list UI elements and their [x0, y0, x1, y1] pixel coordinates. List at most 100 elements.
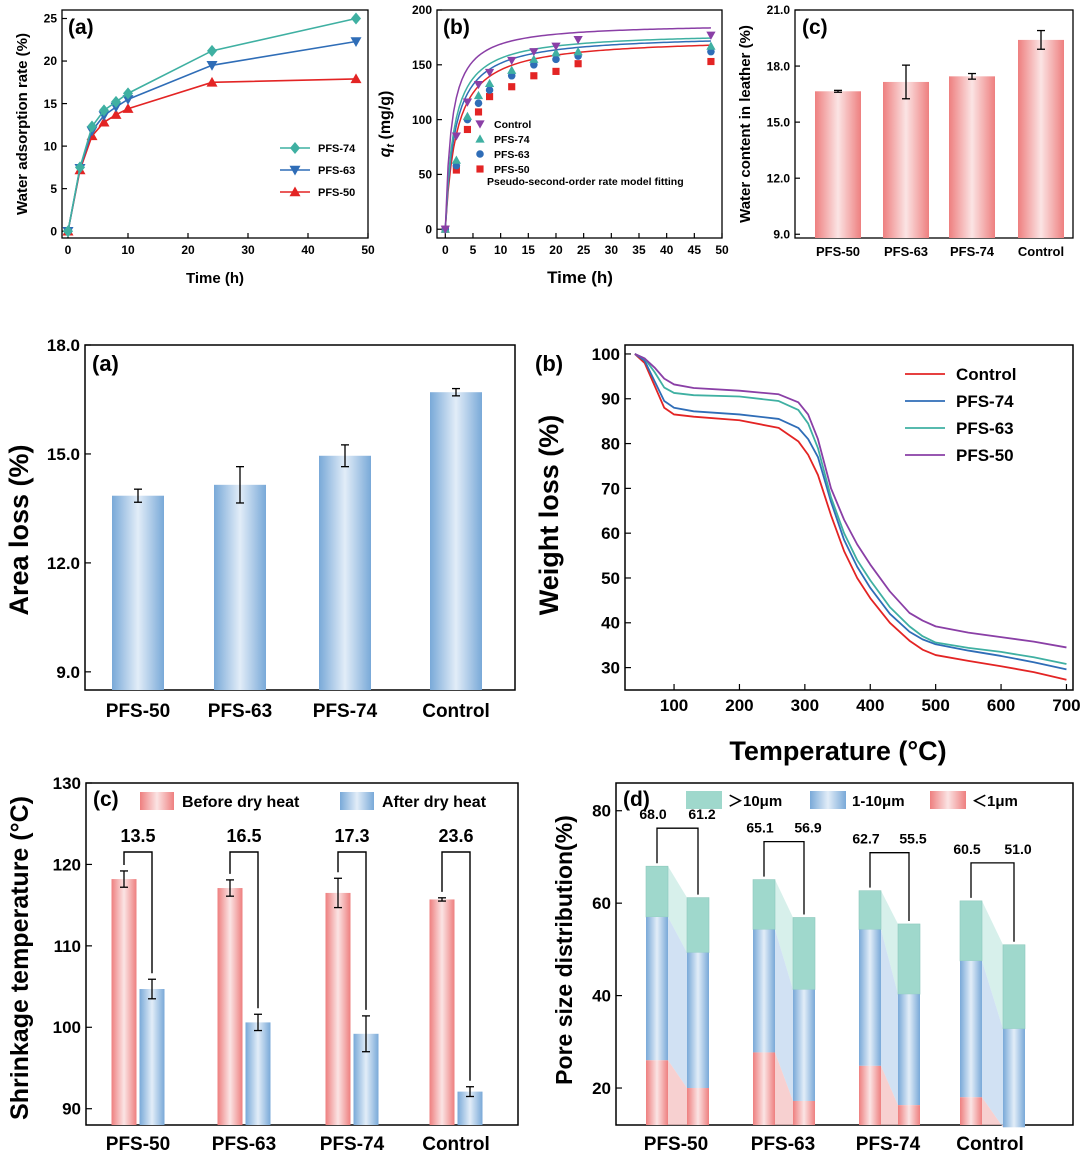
- x-tick-label: 200: [725, 696, 753, 715]
- x-tick-label: 600: [987, 696, 1015, 715]
- plot-frame: [615, 782, 1074, 1126]
- bar-segment-lt1: [687, 1088, 709, 1125]
- category-label: PFS-63: [208, 701, 272, 722]
- bar-segment-gt10: [959, 900, 983, 962]
- y-tick-label: 80: [592, 802, 611, 821]
- fit-curve: [444, 27, 711, 230]
- bar-after: [139, 989, 165, 1125]
- x-tick-label: 700: [1052, 696, 1080, 715]
- x-tick-label: 45: [688, 243, 702, 257]
- chart-top-a: (a) 0 10 20 30 40 50 0 5 10 15 20 25 PFS-74 PFS-63 PFS…: [14, 9, 375, 287]
- legend-label: PFS-74: [318, 143, 356, 155]
- data-point: [451, 155, 461, 164]
- category-label: PFS-74: [856, 1134, 921, 1153]
- data-point: [551, 48, 561, 57]
- panel-label: (a): [92, 351, 119, 376]
- series-line: [67, 17, 357, 232]
- data-point: [463, 125, 472, 134]
- x-tick-label: 10: [121, 243, 135, 257]
- bar: [883, 81, 929, 238]
- data-point: [473, 90, 484, 100]
- data-point: [486, 93, 494, 101]
- y-tick-label: 20: [44, 54, 58, 68]
- band-lt1: [775, 1052, 793, 1125]
- legend-label: PFS-50: [318, 187, 355, 199]
- legend-swatch: [340, 792, 374, 810]
- y-axis-label: Pore size distribution(%): [551, 815, 577, 1085]
- band-lt1: [881, 1065, 898, 1125]
- legend-marker: [475, 134, 485, 143]
- data-point: [552, 55, 560, 64]
- x-tick-label: 500: [921, 696, 949, 715]
- legend-label: Control: [494, 119, 531, 131]
- data-point: [110, 109, 122, 119]
- data-point: [706, 41, 716, 50]
- difference-label: 13.5: [120, 826, 155, 846]
- category-label: Control: [422, 1134, 490, 1153]
- data-point: [484, 68, 495, 78]
- legend-swatch: [930, 791, 966, 809]
- legend-marker: [290, 142, 300, 154]
- data-point: [98, 116, 110, 127]
- difference-bracket: [441, 851, 471, 1081]
- category-label: PFS-50: [644, 1134, 708, 1153]
- legend-label: PFS-63: [318, 165, 355, 177]
- y-tick-label: 20: [592, 1079, 611, 1098]
- x-tick-label: 35: [632, 243, 646, 257]
- x-tick-label: 25: [577, 243, 591, 257]
- legend-label: ＜1μm: [972, 793, 1018, 810]
- panel-label: (c): [802, 16, 828, 39]
- bar-segment-1to10: [687, 952, 709, 1089]
- bar-segment-gt10: [858, 890, 882, 930]
- data-point: [507, 71, 516, 80]
- x-tick-label: 0: [442, 243, 449, 257]
- series-line: [634, 353, 1067, 681]
- series-line: [634, 353, 1067, 671]
- chart-top-b: (b) 0 5 10 15 20 25 30 35 40 45 50 0 50 100 150 200 Cont…: [377, 3, 729, 287]
- legend-label: ＞10μm: [728, 793, 782, 810]
- difference-bracket: [337, 851, 367, 1010]
- bar-segment-1to10: [859, 929, 881, 1066]
- data-point: [122, 95, 134, 105]
- x-tick-label: 400: [856, 696, 884, 715]
- y-tick-label: 30: [601, 659, 620, 678]
- x-tick-label: 20: [181, 243, 195, 257]
- data-point: [123, 87, 133, 100]
- data-point: [462, 111, 473, 120]
- y-axis-label: Water content in leather (%): [737, 25, 754, 223]
- data-point: [440, 225, 450, 234]
- category-label: PFS-74: [950, 244, 995, 259]
- data-point: [75, 161, 85, 174]
- difference-bracket: [229, 851, 259, 1009]
- bar-segment-gt10: [792, 917, 816, 990]
- bar-segment-gt10: [897, 923, 921, 995]
- difference-label: 17.3: [334, 826, 369, 846]
- x-tick-label: 100: [660, 696, 688, 715]
- total-bracket: [970, 862, 1015, 942]
- plot-frame: [436, 9, 723, 239]
- bar: [430, 392, 482, 690]
- y-axis-label: Water adsorption rate (%): [14, 33, 31, 215]
- legend-marker: [476, 165, 484, 173]
- data-point: [573, 36, 583, 45]
- data-point: [122, 103, 134, 113]
- x-tick-label: 50: [361, 243, 375, 257]
- y-tick-label: 0: [50, 224, 57, 238]
- chart-bottom-c: (c) 90 100 110 120 130 13.5 16.5 17.3 23.6 PFS-50…: [6, 774, 519, 1153]
- y-tick-label: 9.0: [56, 663, 80, 682]
- bar-segment-1to10: [960, 960, 982, 1098]
- data-point: [574, 60, 582, 68]
- y-tick-label: 15.0: [47, 445, 80, 464]
- data-point: [206, 61, 218, 71]
- bar-before: [325, 892, 351, 1125]
- bar-segment-1to10: [793, 989, 815, 1101]
- legend-swatch: [140, 792, 174, 810]
- panel-label: (a): [68, 16, 94, 39]
- data-point: [350, 73, 362, 84]
- data-point: [452, 161, 461, 170]
- data-point: [452, 166, 460, 174]
- legend-label: After dry heat: [382, 794, 487, 811]
- category-label: PFS-63: [212, 1134, 276, 1153]
- series-line: [634, 353, 1067, 649]
- y-tick-label: 18.0: [767, 59, 791, 73]
